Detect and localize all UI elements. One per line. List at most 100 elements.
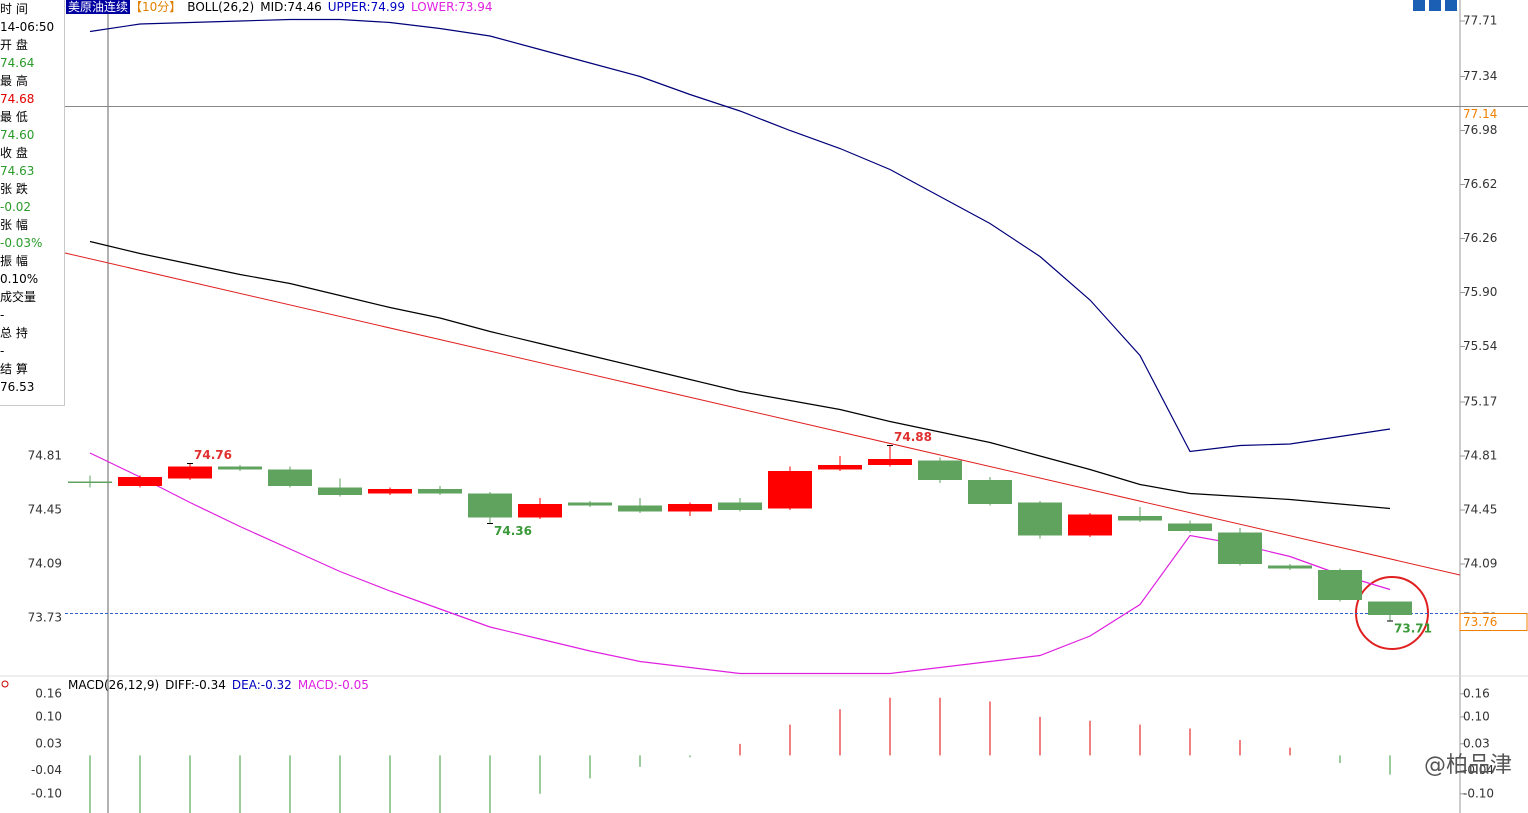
candle-body (1218, 532, 1262, 564)
icon[interactable] (1445, 0, 1457, 11)
candle-body (818, 465, 862, 470)
macd: MACD:-0.05 (297, 678, 369, 692)
period[interactable]: 【10分】 (130, 0, 182, 14)
info-value: - (0, 308, 5, 322)
y-tick-label: 74.81 (28, 449, 62, 463)
extreme-label: 73.71 (1394, 622, 1432, 636)
candle-body (918, 460, 962, 480)
info-value: -0.03% (0, 236, 43, 250)
y-tick-label: 76.26 (1463, 231, 1497, 245)
header: 美原油连续 【10分】 BOLL(26,2) MID:74.46 UPPER:74.99… (66, 0, 498, 14)
band-line (89, 18, 1391, 453)
candle-body (868, 459, 912, 465)
y-tick-label: 0.03 (35, 736, 62, 750)
dea: DEA:-0.32 (231, 678, 292, 692)
symbol[interactable]: 美原油连续 (66, 0, 131, 14)
macd-bars (89, 697, 1391, 813)
info-label: 结 算 (0, 362, 28, 376)
y-tick-label: -0.10 (31, 786, 62, 800)
info-value: 76.53 (0, 380, 35, 394)
candle-body (1168, 523, 1212, 531)
info-label: 时 间 (0, 2, 28, 16)
y-tick-label: 75.17 (1463, 395, 1497, 409)
info-label: 收 盘 (0, 146, 28, 160)
y-tick-label: 74.09 (28, 557, 62, 571)
info-value: -0.02 (0, 200, 32, 214)
info-value: - (0, 344, 5, 358)
y-tick-label: 74.81 (1463, 449, 1497, 463)
macd-header: MACD(26,12,9) DIFF:-0.34 DEA:-0.32 MACD:-0.… (68, 678, 375, 692)
band-line (89, 240, 1391, 510)
y-tick-label: -0.04 (1463, 763, 1494, 777)
info-value: 74.64 (0, 56, 35, 70)
candle-body (1118, 516, 1162, 521)
watermark: @柏品津 (1423, 753, 1512, 778)
info-panel: 时 间 14-06:50 开 盘 74.64 最 高 74.68 最 低 74.60 收 盘 74… (0, 0, 65, 406)
extreme-label: 74.36 (494, 524, 532, 538)
candle-body (68, 481, 112, 483)
indicator: BOLL(26,2) (187, 0, 255, 14)
candle-body (268, 469, 312, 486)
extreme-label: 74.88 (894, 430, 932, 444)
candle-body (468, 493, 512, 518)
y-tick-label: 0.03 (1463, 736, 1490, 750)
y-tick-label: 0.16 (1463, 686, 1490, 700)
candle-body (318, 487, 362, 495)
candle-body (518, 504, 562, 518)
y-tick-label: 76.62 (1463, 177, 1497, 191)
y-tick-label: 0.10 (1463, 709, 1490, 723)
candle-body (418, 489, 462, 494)
candle-body (568, 502, 612, 506)
icon[interactable] (1, 680, 9, 688)
info-value: 0.10% (0, 272, 39, 286)
mid: MID:74.46 (260, 0, 322, 14)
band-line (89, 452, 1391, 675)
y-tick-label: 74.45 (28, 503, 62, 517)
info-value: 74.68 (0, 92, 35, 106)
info-label: 成交量 (0, 290, 37, 304)
candle-body (968, 480, 1012, 504)
info-value: 14-06:50 (0, 20, 55, 34)
info-label: 张 幅 (0, 218, 28, 232)
candle-body (668, 504, 712, 512)
candle-body (1368, 601, 1412, 615)
y-tick-label: 75.90 (1463, 285, 1497, 299)
info-label: 振 幅 (0, 254, 28, 268)
macd-name: MACD(26,12,9) (68, 678, 160, 692)
last-price-label: 73.76 (1463, 615, 1497, 629)
diff: DIFF:-0.34 (165, 678, 226, 692)
candle-body (1268, 565, 1312, 569)
info-value: 74.60 (0, 128, 35, 142)
y-tick-label: -0.10 (1463, 786, 1494, 800)
y-tick-label: 74.45 (1463, 503, 1497, 517)
y-tick-label: 74.09 (1463, 557, 1497, 571)
info-value: 74.63 (0, 164, 35, 178)
candle-body (1068, 514, 1112, 536)
y-tick-label: 0.10 (35, 709, 62, 723)
icon[interactable] (1429, 0, 1441, 11)
candle-body (1318, 570, 1362, 600)
info-label: 开 盘 (0, 38, 28, 52)
candle-body (618, 505, 662, 512)
info-label: 最 低 (0, 110, 28, 124)
y-tick-label: 77.34 (1463, 69, 1497, 83)
upper: UPPER:74.99 (327, 0, 405, 14)
y-tick-label: 0.16 (35, 686, 62, 700)
candle-body (168, 466, 212, 479)
y-tick-label: -0.04 (31, 763, 62, 777)
last-price-box (1459, 613, 1528, 631)
y-tick-label: 75.54 (1463, 339, 1497, 353)
candle-body (218, 466, 262, 470)
candle-body (718, 502, 762, 510)
y-tick-label: 73.73 (28, 611, 62, 625)
trend-line (64, 252, 1461, 576)
candle-body (768, 471, 812, 509)
info-label: 最 高 (0, 74, 28, 88)
price-line-label: 77.14 (1463, 107, 1497, 121)
icon[interactable] (1413, 0, 1425, 11)
info-label: 总 持 (0, 326, 28, 340)
candle-body (1018, 502, 1062, 536)
lower: LOWER:73.94 (410, 0, 493, 14)
